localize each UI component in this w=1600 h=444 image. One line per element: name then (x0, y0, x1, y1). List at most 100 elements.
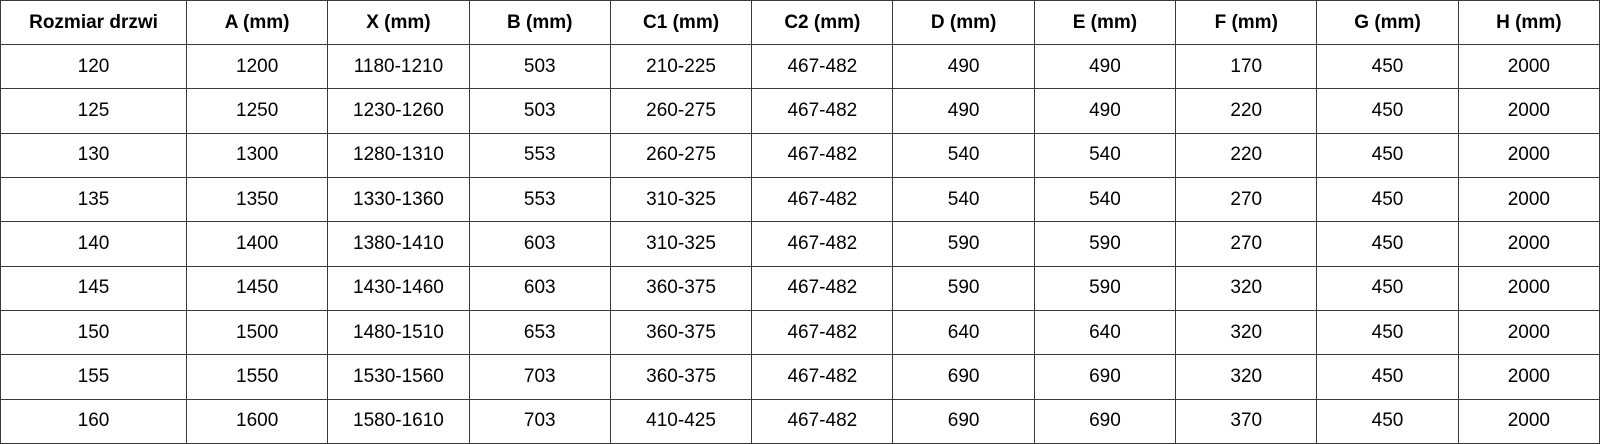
table-cell: 450 (1316, 398, 1459, 444)
table-cell: 590 (892, 221, 1035, 267)
table-cell: 467-482 (751, 265, 894, 311)
table-cell: 360-375 (609, 265, 753, 311)
table-cell: 220 (1175, 88, 1318, 134)
table-cell: 450 (1316, 354, 1459, 400)
table-cell: 450 (1316, 176, 1459, 223)
table-cell: 1400 (185, 221, 329, 267)
table-cell: 490 (1033, 88, 1177, 134)
table-cell: 503 (468, 43, 611, 90)
table-cell: 603 (468, 265, 611, 311)
table-cell: 145 (0, 265, 187, 311)
table-cell: 160 (0, 398, 187, 444)
table-cell: 467-482 (751, 88, 894, 134)
table-cell: 170 (1175, 43, 1318, 90)
table-cell: 450 (1316, 309, 1459, 356)
table-cell: 1530-1560 (327, 354, 470, 400)
table-cell: 320 (1175, 309, 1318, 356)
table-cell: 125 (0, 88, 187, 134)
table-cell: 450 (1316, 88, 1459, 134)
table-cell: 120 (0, 43, 187, 90)
table-cell: 140 (0, 221, 187, 267)
column-header: X (mm) (327, 0, 470, 45)
column-header: A (mm) (185, 0, 329, 45)
column-header: C1 (mm) (609, 0, 753, 45)
table-cell: 1200 (185, 43, 329, 90)
table-cell: 603 (468, 221, 611, 267)
table-cell: 703 (468, 398, 611, 444)
table-cell: 2000 (1457, 309, 1600, 356)
table-cell: 1480-1510 (327, 309, 470, 356)
table-row: 160 1600 1580-1610 703 410-425 467-482 690 690 3… (0, 398, 1600, 444)
table-cell: 450 (1316, 221, 1459, 267)
table-cell: 270 (1175, 176, 1318, 223)
table-cell: 1380-1410 (327, 221, 470, 267)
table-row: 125 1250 1230-1260 503 260-275 467-482 490 490 2… (0, 88, 1600, 134)
table-cell: 320 (1175, 265, 1318, 311)
table-cell: 1580-1610 (327, 398, 470, 444)
column-header: G (mm) (1316, 0, 1459, 45)
table-cell: 135 (0, 176, 187, 223)
table-cell: 703 (468, 354, 611, 400)
table-row: 130 1300 1280-1310 553 260-275 467-482 540 540 2… (0, 132, 1600, 178)
table-cell: 1500 (185, 309, 329, 356)
table-cell: 320 (1175, 354, 1318, 400)
table-cell: 467-482 (751, 43, 894, 90)
table-cell: 2000 (1457, 88, 1600, 134)
table-cell: 490 (1033, 43, 1177, 90)
table-cell: 1250 (185, 88, 329, 134)
table-cell: 450 (1316, 43, 1459, 90)
table-cell: 2000 (1457, 176, 1600, 223)
table-cell: 1550 (185, 354, 329, 400)
table-cell: 690 (892, 398, 1035, 444)
table-cell: 310-325 (609, 221, 753, 267)
column-header: H (mm) (1457, 0, 1600, 45)
table-cell: 553 (468, 176, 611, 223)
table-cell: 640 (892, 309, 1035, 356)
table-cell: 360-375 (609, 309, 753, 356)
table-cell: 370 (1175, 398, 1318, 444)
table-cell: 490 (892, 43, 1035, 90)
table-cell: 210-225 (609, 43, 753, 90)
table-cell: 540 (892, 132, 1035, 178)
table-cell: 690 (1033, 354, 1177, 400)
table-cell: 450 (1316, 132, 1459, 178)
table-cell: 1330-1360 (327, 176, 470, 223)
table-cell: 260-275 (609, 132, 753, 178)
table-cell: 467-482 (751, 309, 894, 356)
table-cell: 1350 (185, 176, 329, 223)
table-cell: 155 (0, 354, 187, 400)
table-cell: 260-275 (609, 88, 753, 134)
table-cell: 2000 (1457, 221, 1600, 267)
table-cell: 490 (892, 88, 1035, 134)
table-cell: 540 (892, 176, 1035, 223)
table-row: 120 1200 1180-1210 503 210-225 467-482 490 490 1… (0, 43, 1600, 90)
table-cell: 2000 (1457, 43, 1600, 90)
table-header-row: Rozmiar drzwi A (mm) X (mm) B (mm) C1 (mm) C2… (0, 0, 1600, 45)
table-row: 135 1350 1330-1360 553 310-325 467-482 540 540 2… (0, 176, 1600, 223)
table-cell: 467-482 (751, 132, 894, 178)
table-row: 155 1550 1530-1560 703 360-375 467-482 690 690 3… (0, 354, 1600, 400)
column-header: B (mm) (468, 0, 611, 45)
column-header: D (mm) (892, 0, 1035, 45)
table-cell: 1280-1310 (327, 132, 470, 178)
table-cell: 2000 (1457, 354, 1600, 400)
table-cell: 540 (1033, 132, 1177, 178)
table-cell: 1230-1260 (327, 88, 470, 134)
table-cell: 1600 (185, 398, 329, 444)
table-cell: 590 (1033, 221, 1177, 267)
column-header: C2 (mm) (751, 0, 894, 45)
table-cell: 503 (468, 88, 611, 134)
table-cell: 450 (1316, 265, 1459, 311)
table-cell: 410-425 (609, 398, 753, 444)
table-cell: 360-375 (609, 354, 753, 400)
column-header: E (mm) (1033, 0, 1177, 45)
table-cell: 2000 (1457, 265, 1600, 311)
table-cell: 2000 (1457, 398, 1600, 444)
table-cell: 467-482 (751, 354, 894, 400)
table-cell: 690 (1033, 398, 1177, 444)
table-cell: 467-482 (751, 398, 894, 444)
table-cell: 540 (1033, 176, 1177, 223)
table-cell: 1180-1210 (327, 43, 470, 90)
table-cell: 130 (0, 132, 187, 178)
